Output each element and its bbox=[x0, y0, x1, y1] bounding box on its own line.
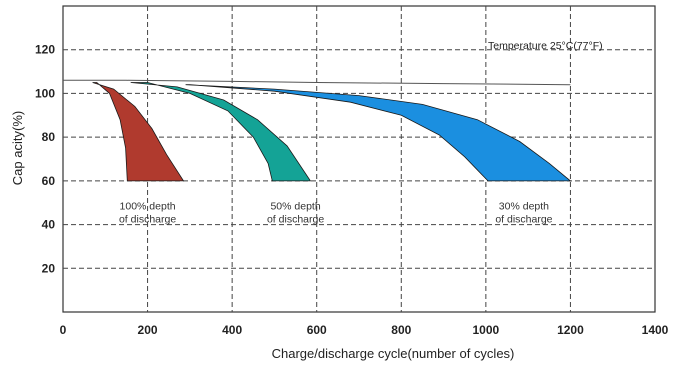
y-axis-title: Cap acity(%) bbox=[10, 111, 25, 185]
series-label-3: 30% depth of discharge bbox=[495, 200, 552, 225]
y-tick-label: 80 bbox=[42, 130, 56, 144]
series-areas bbox=[63, 79, 572, 182]
y-tick-label: 20 bbox=[42, 261, 56, 275]
x-tick-label: 200 bbox=[138, 323, 158, 337]
x-tick-label: 1400 bbox=[642, 323, 669, 337]
x-axis-title: Charge/discharge cycle(number of cycles) bbox=[272, 346, 515, 361]
series-label-line: of discharge bbox=[119, 213, 176, 225]
y-tick-label: 40 bbox=[42, 218, 56, 232]
series-area-1 bbox=[92, 82, 185, 182]
temperature-annotation: Temperature 25°C(77°F) bbox=[488, 40, 603, 52]
y-tick-labels: 20 40 60 80 100 120 bbox=[35, 43, 55, 276]
y-tick-label: 60 bbox=[42, 174, 56, 188]
x-tick-label: 400 bbox=[222, 323, 242, 337]
series-label-line: 100% depth bbox=[120, 200, 176, 212]
series-label-line: 30% depth bbox=[499, 200, 549, 212]
x-tick-label: 1000 bbox=[473, 323, 500, 337]
series-label-line: 50% depth bbox=[270, 200, 320, 212]
series-label-line: of discharge bbox=[495, 213, 552, 225]
y-tick-label: 100 bbox=[35, 86, 55, 100]
x-tick-label: 0 bbox=[60, 323, 67, 337]
series-area-3 bbox=[185, 84, 572, 182]
series-label-line: of discharge bbox=[267, 213, 324, 225]
x-tick-label: 800 bbox=[391, 323, 411, 337]
series-area-2 bbox=[130, 82, 312, 182]
plot-frame bbox=[62, 5, 656, 313]
x-tick-label: 600 bbox=[307, 323, 327, 337]
y-tick-label: 120 bbox=[35, 43, 55, 57]
x-tick-labels: 0 200 400 600 800 1000 1200 1400 bbox=[60, 323, 669, 337]
x-tick-label: 1200 bbox=[557, 323, 584, 337]
series-label-2: 50% depth of discharge bbox=[267, 200, 324, 225]
series-label-1: 100% depth of discharge bbox=[119, 200, 176, 225]
initial-capacity-line bbox=[63, 79, 571, 86]
